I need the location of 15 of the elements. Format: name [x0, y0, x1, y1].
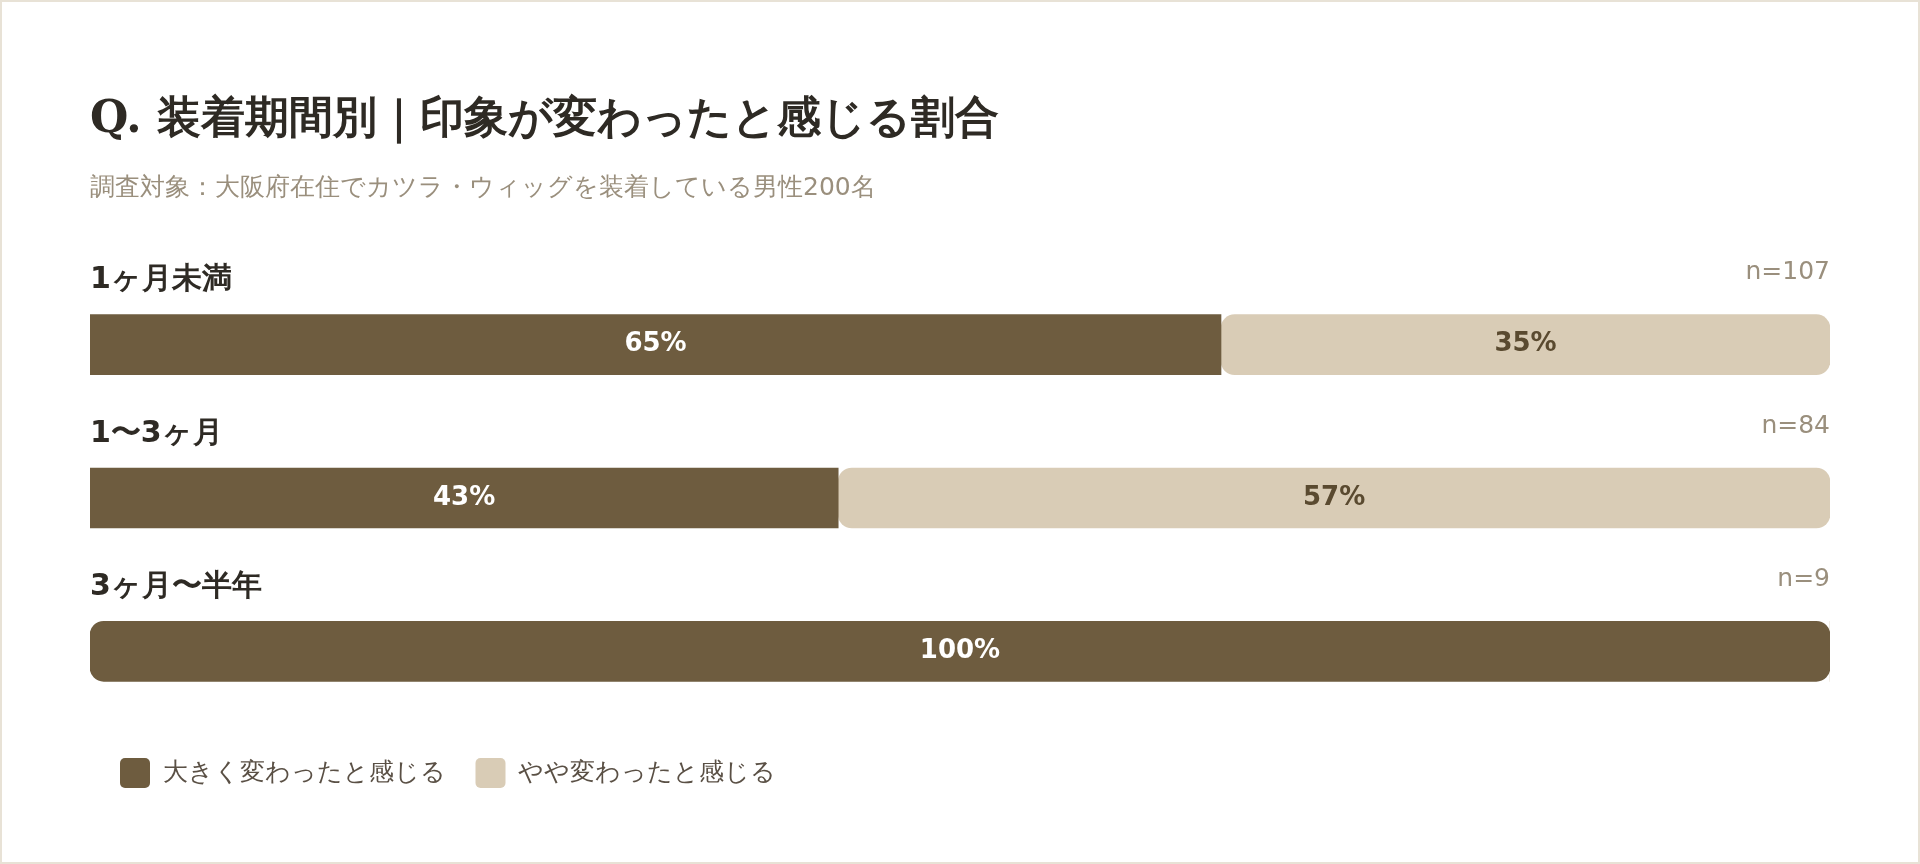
y-tick-label: 3ヶ月〜半年: [90, 567, 262, 603]
y-tick-label: 1ヶ月未満: [90, 260, 232, 296]
annotation: n=84: [1761, 409, 1830, 439]
data-label: 43%: [432, 480, 496, 511]
data-label: 35%: [1494, 327, 1557, 358]
annotation: n=107: [1745, 256, 1830, 286]
data-label: 65%: [624, 327, 687, 358]
annotation: n=9: [1777, 562, 1830, 592]
chart-subtitle: 調査対象：大阪府在住でカツラ・ウィッグを装着している男性200名: [90, 171, 876, 203]
legend-label: 大きく変わったと感じる: [162, 756, 446, 786]
data-label: 57%: [1302, 480, 1366, 511]
data-label: 100%: [919, 634, 1001, 665]
legend-label: やや変わったと感じる: [518, 756, 776, 786]
chart-title: Q. 装着期間別｜印象が変わったと感じる割合: [90, 90, 999, 146]
y-tick-label: 1〜3ヶ月: [90, 413, 223, 449]
